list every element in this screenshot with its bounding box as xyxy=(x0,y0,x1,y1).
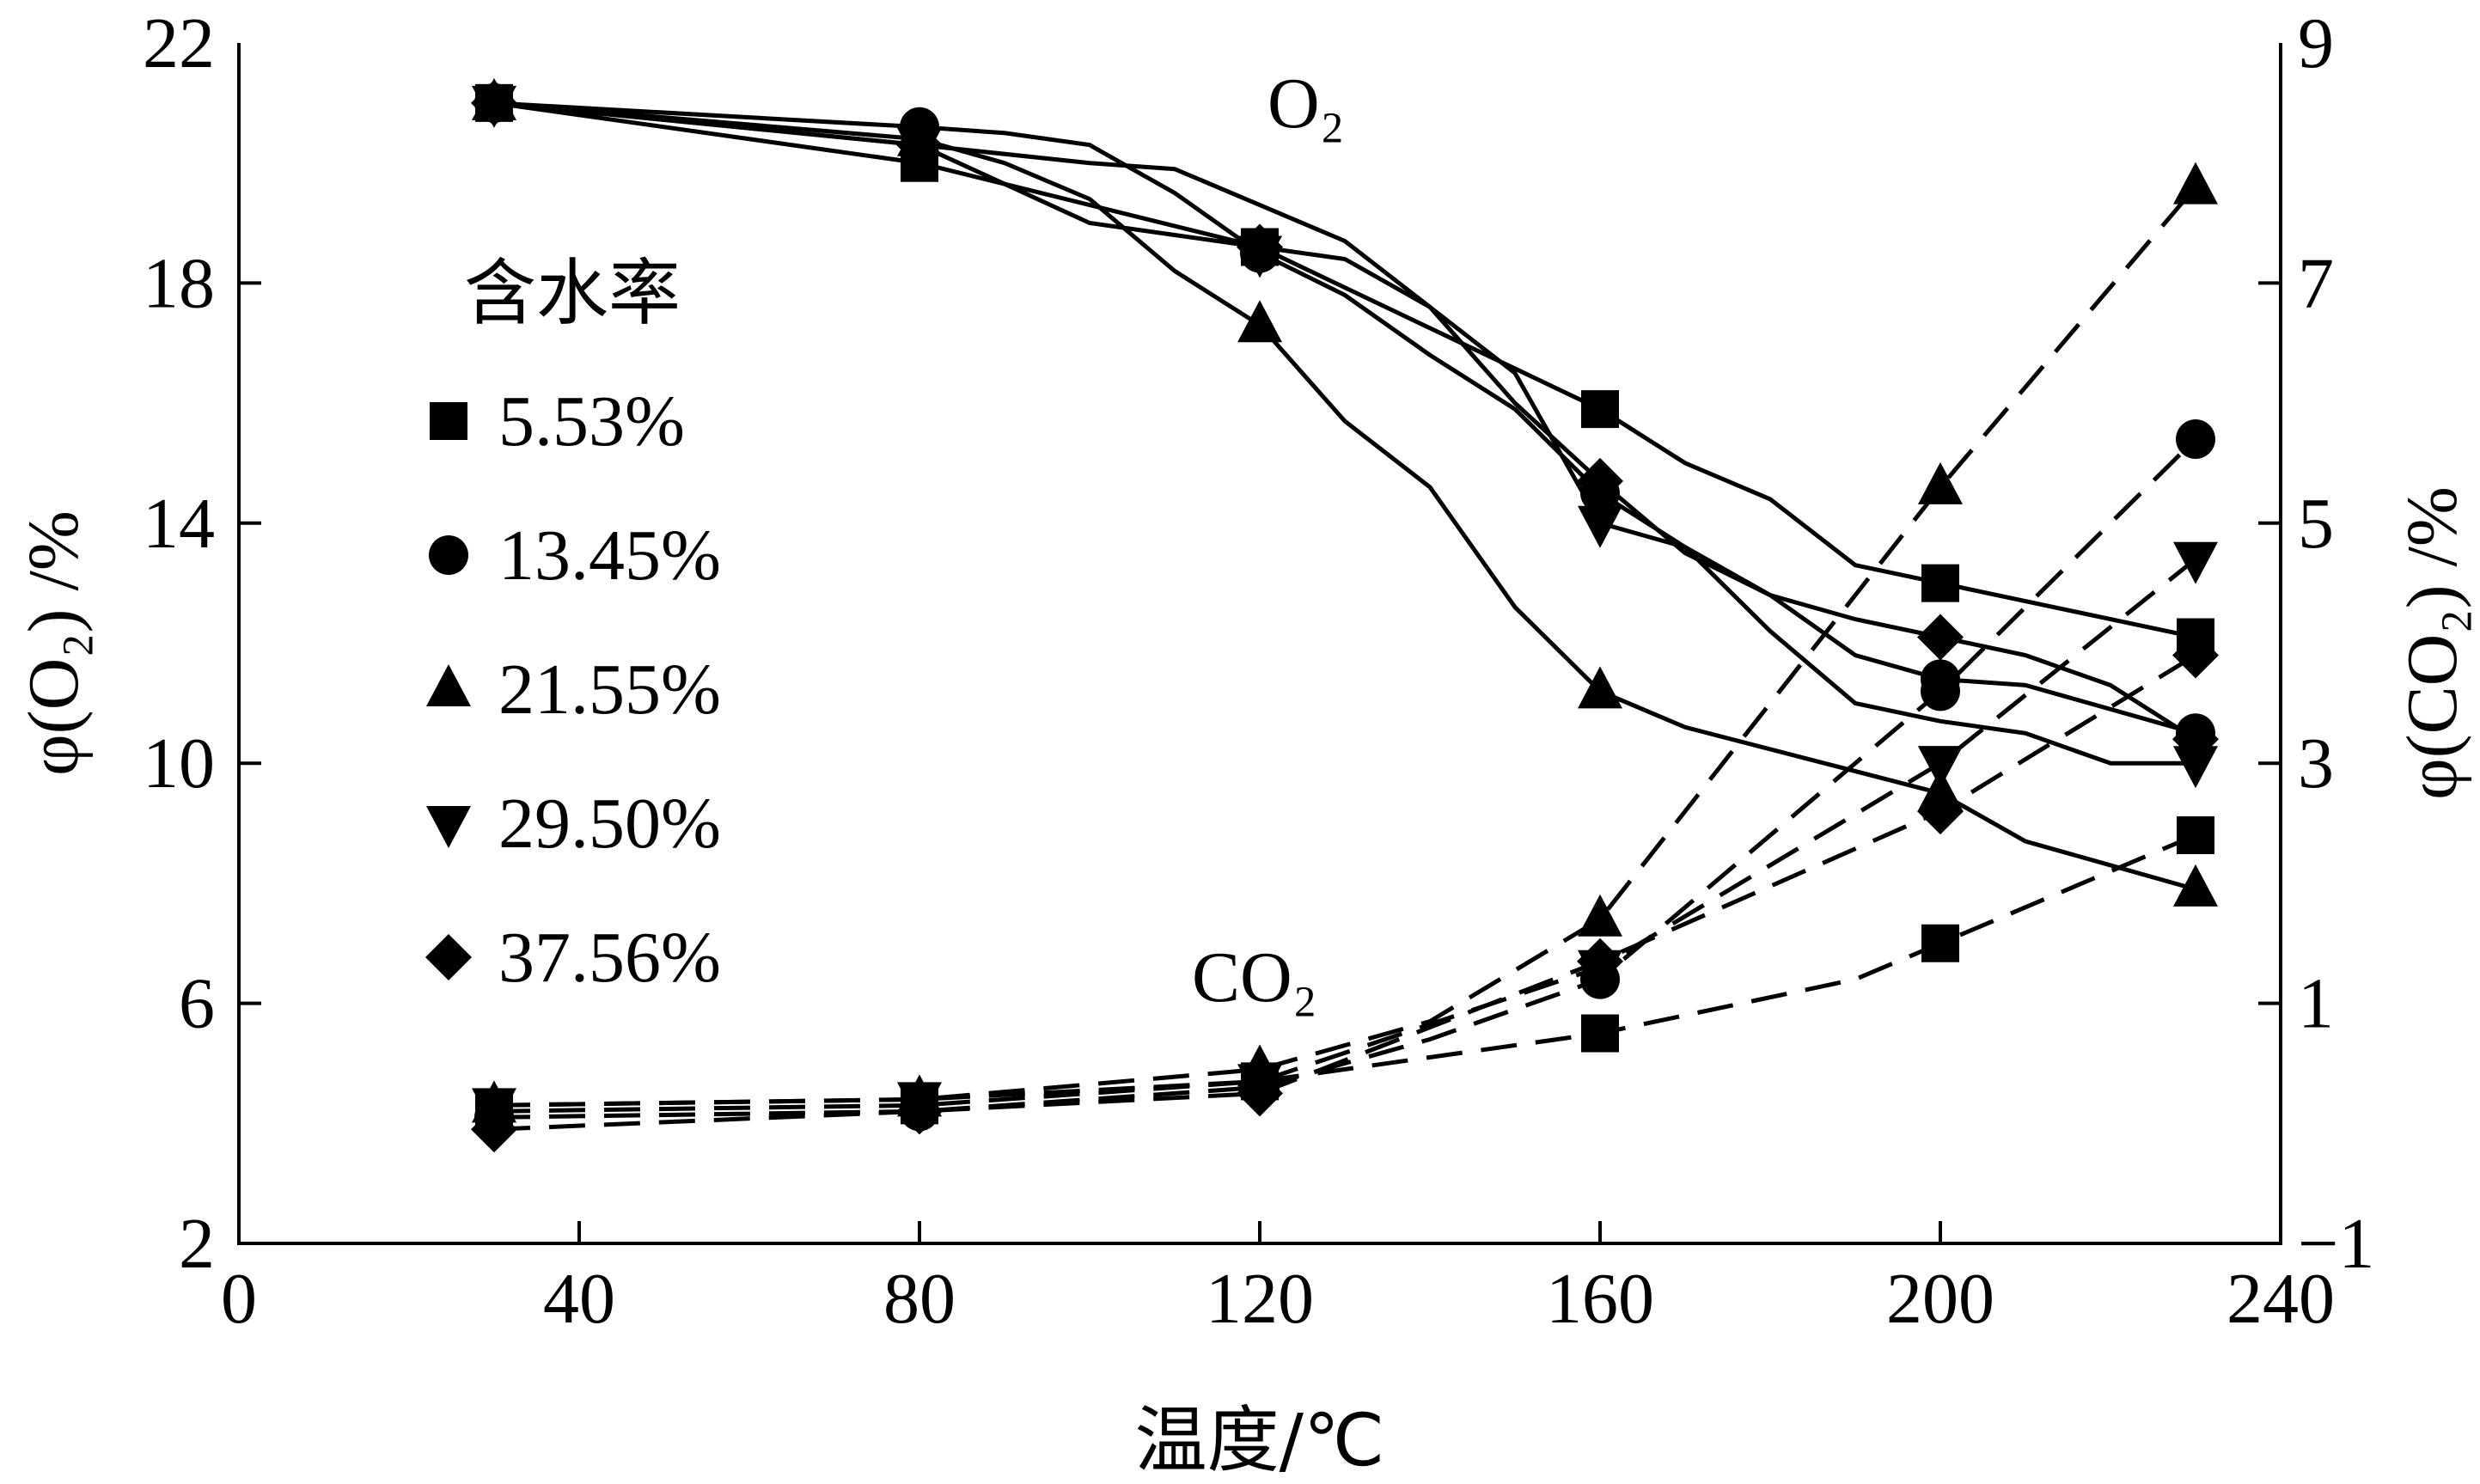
co2-line xyxy=(493,653,2197,1132)
o2-annotation: O₂ xyxy=(1267,64,1345,144)
legend-item: 5.53% xyxy=(430,382,685,461)
co2-point xyxy=(2172,632,2219,679)
legend-item: 37.56% xyxy=(425,918,721,998)
series-5 xyxy=(471,79,2219,1153)
y-right-tick-label: 5 xyxy=(2298,484,2334,564)
o2-point xyxy=(471,79,517,126)
o2-point xyxy=(2173,746,2218,789)
x-tick-label: 240 xyxy=(2227,1259,2335,1339)
y-right-tick-label: 9 xyxy=(2298,3,2334,83)
co2-point xyxy=(471,1106,517,1153)
co2-point xyxy=(896,1088,943,1135)
legend-marker xyxy=(425,934,472,980)
x-tick-label: 160 xyxy=(1546,1259,1654,1339)
o2-point xyxy=(1237,300,1282,343)
o2-point xyxy=(1237,223,1283,271)
o2-line xyxy=(493,101,2196,639)
legend-title: 含水率 xyxy=(464,254,681,334)
x-tick-label: 120 xyxy=(1206,1259,1314,1339)
co2-line xyxy=(493,185,2197,1108)
y-right-axis-title: φ(CO₂) /% xyxy=(2392,486,2472,800)
o2-point xyxy=(896,121,943,168)
y-left-tick-label: 2 xyxy=(179,1204,215,1284)
y-right-tick-label: 3 xyxy=(2298,724,2334,803)
y-left-axis-title: φ(O₂) /% xyxy=(14,510,94,776)
legend-marker xyxy=(429,535,468,575)
o2-point xyxy=(1577,457,1623,504)
legend-marker xyxy=(426,664,471,706)
o2-line xyxy=(493,101,2197,742)
co2-point xyxy=(2173,162,2218,205)
co2-point xyxy=(1918,461,1963,504)
x-tick-label: 80 xyxy=(883,1259,956,1339)
series-4 xyxy=(472,85,2218,1131)
y-right-tick-label: −1 xyxy=(2298,1204,2374,1284)
y-right-tick-label: 1 xyxy=(2298,964,2334,1044)
o2-line xyxy=(493,101,2196,892)
o2-point xyxy=(1578,666,1622,709)
co2-point xyxy=(2177,816,2214,855)
o2-point xyxy=(2173,864,2218,907)
series-layer xyxy=(471,77,2219,1153)
co2-point xyxy=(1237,1070,1283,1117)
annotations: O₂ CO₂ xyxy=(1192,64,1345,1017)
o2-line xyxy=(493,101,2196,736)
co2-annotation: CO₂ xyxy=(1192,937,1317,1017)
o2-line xyxy=(493,101,2196,766)
o2-point xyxy=(2172,716,2219,763)
legend: 含水率 5.53% 13.45% 21.55% 29.50% 37.56% xyxy=(425,254,721,998)
legend-label: 5.53% xyxy=(498,382,685,461)
x-axis-title: 温度/℃ xyxy=(1135,1398,1385,1482)
legend-item: 29.50% xyxy=(426,784,721,864)
co2-point xyxy=(1921,924,1959,962)
y-left-tick-label: 14 xyxy=(143,484,215,564)
legend-label: 21.55% xyxy=(498,650,721,730)
co2-point xyxy=(1921,671,1960,711)
y-right-tick-label: 7 xyxy=(2298,243,2334,323)
co2-point xyxy=(1578,894,1622,937)
o2-point xyxy=(1581,390,1619,429)
co2-point xyxy=(1917,788,1964,835)
co2-point xyxy=(2176,419,2215,460)
o2-point xyxy=(1578,505,1622,548)
o2-point xyxy=(1921,564,1959,602)
co2-point xyxy=(2173,541,2218,584)
y-left-tick-label: 10 xyxy=(143,724,215,803)
y-left-tick-label: 6 xyxy=(179,964,215,1044)
y-left-tick-label: 22 xyxy=(143,3,215,83)
y-left-tick-label: 18 xyxy=(143,243,215,323)
legend-label: 13.45% xyxy=(498,516,721,595)
co2-line xyxy=(493,557,2197,1108)
co2-point xyxy=(1577,937,1623,985)
o2-point xyxy=(1917,614,1964,661)
legend-item: 13.45% xyxy=(429,516,721,595)
x-tick-label: 0 xyxy=(221,1259,257,1339)
co2-point xyxy=(1918,746,1963,789)
co2-line xyxy=(493,833,2196,1114)
axes: 0 40 80 120 160 200 240 2 6 10 14 18 22 −1 1 3 5 7 9 温度/℃ φ(… xyxy=(14,3,2472,1482)
legend-item: 21.55% xyxy=(426,650,721,730)
co2-point xyxy=(1581,1014,1619,1053)
legend-label: 37.56% xyxy=(498,918,721,998)
legend-marker xyxy=(430,402,467,440)
legend-marker xyxy=(426,806,471,848)
x-tick-label: 40 xyxy=(543,1259,615,1339)
legend-label: 29.50% xyxy=(498,784,721,864)
x-tick-label: 200 xyxy=(1886,1259,1994,1339)
